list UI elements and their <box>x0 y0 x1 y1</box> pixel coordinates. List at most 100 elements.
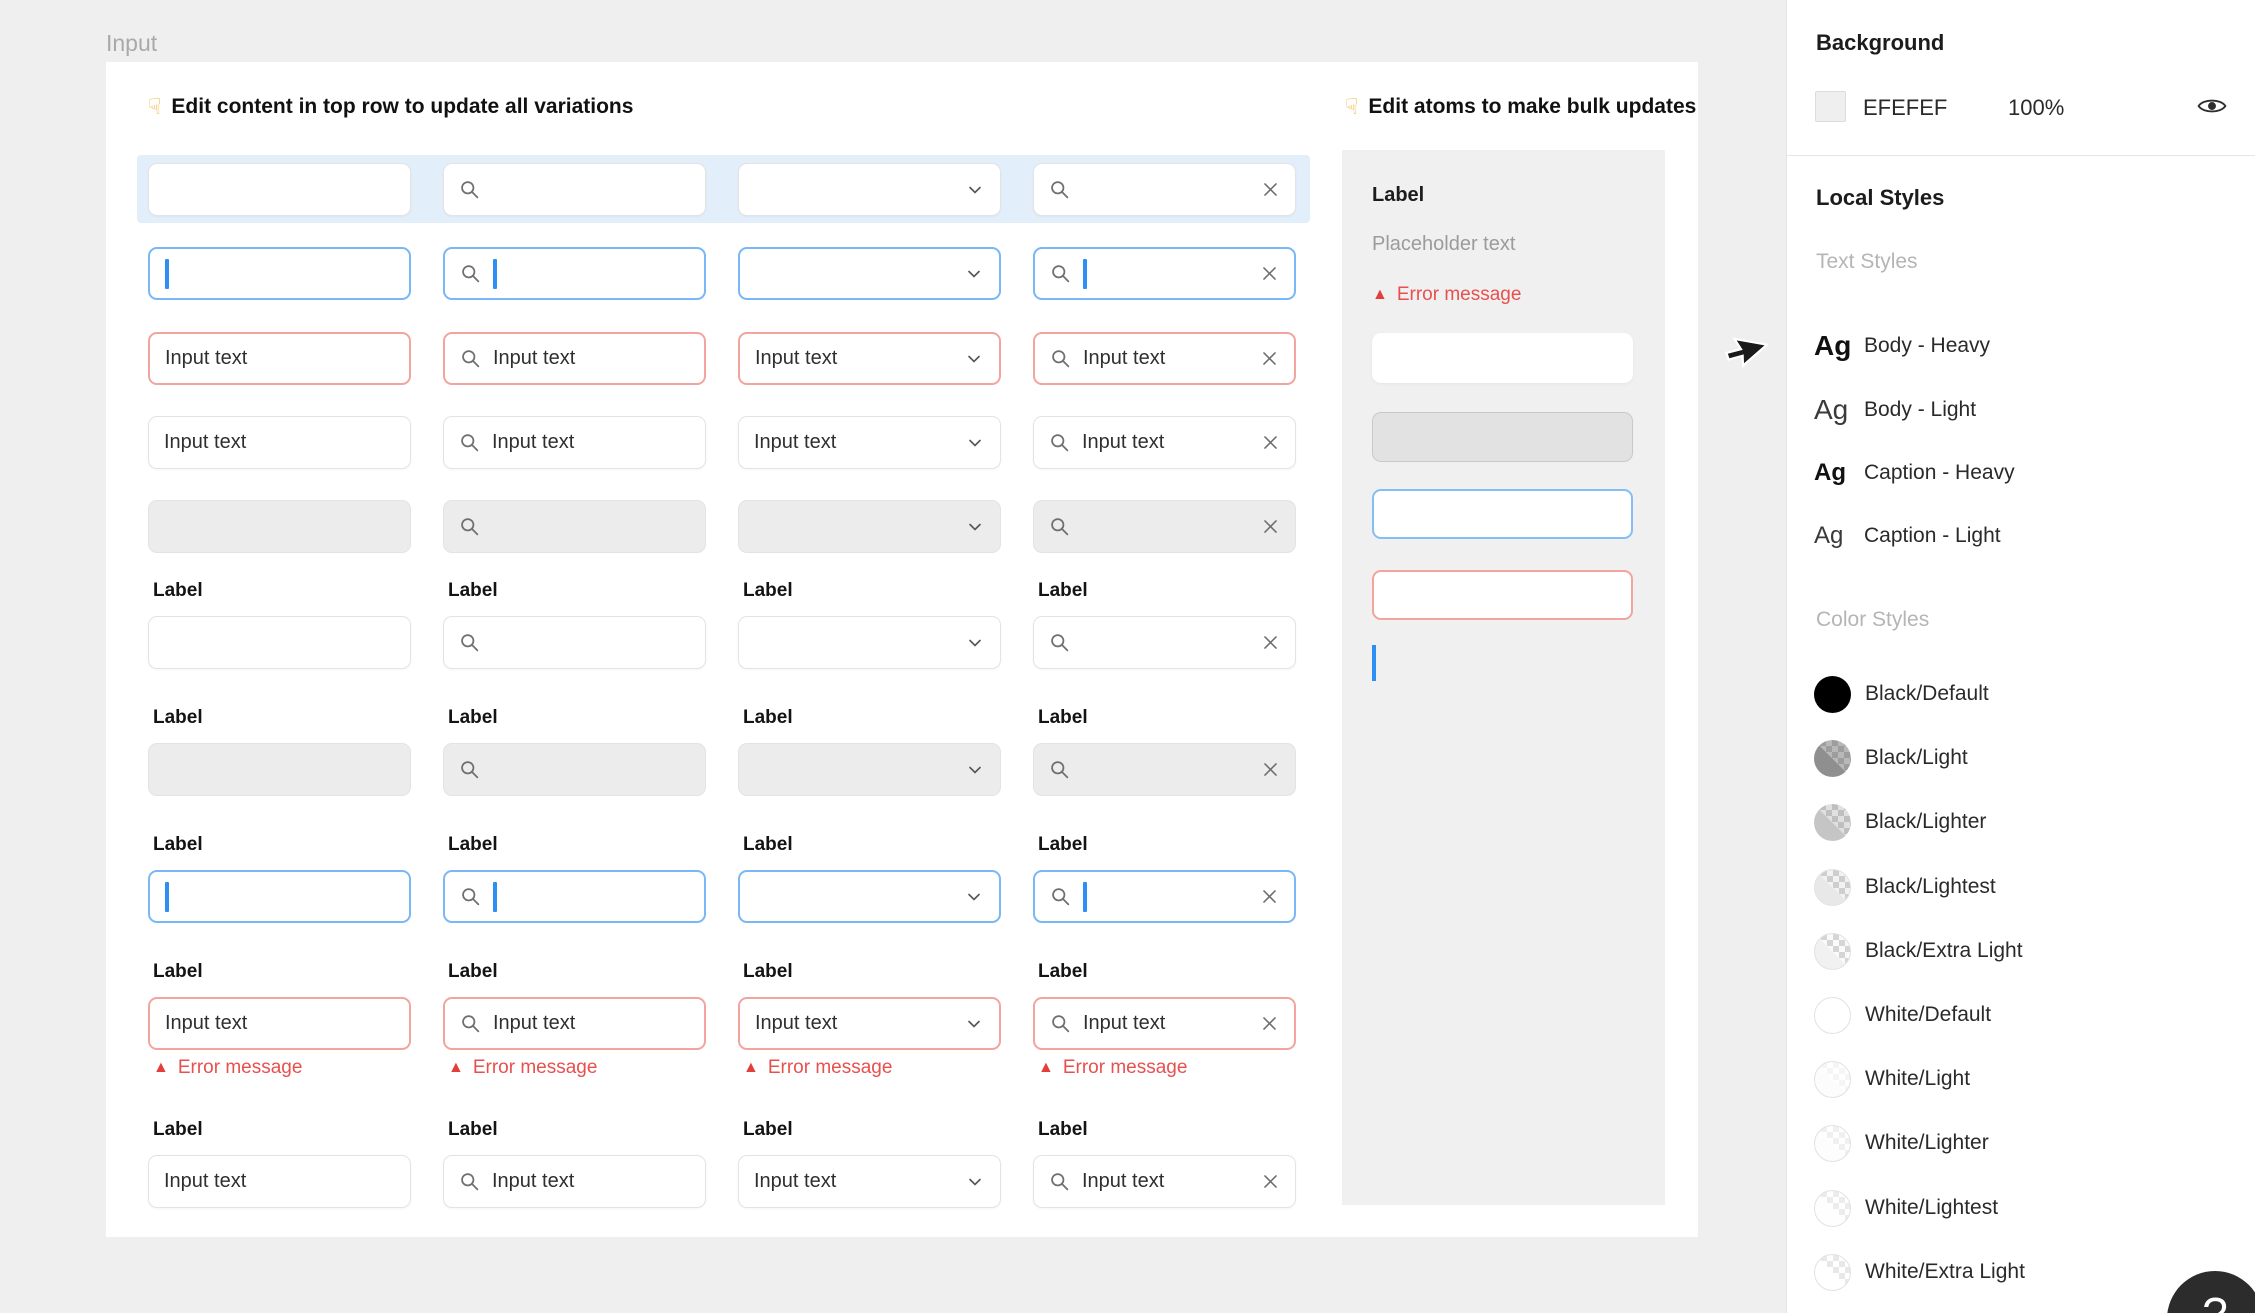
search-icon <box>1049 759 1070 780</box>
atom-placeholder-text[interactable]: Placeholder text <box>1372 233 1516 255</box>
text-input-focus[interactable] <box>148 247 411 300</box>
select-input-default[interactable] <box>738 616 1001 669</box>
atom-input-error[interactable] <box>1372 570 1633 620</box>
select-input-default[interactable]: Input text <box>738 1155 1001 1208</box>
input-label: Label <box>448 834 498 855</box>
text-input-focus[interactable] <box>148 870 411 923</box>
select-input-error[interactable]: Input text <box>738 332 1001 385</box>
input-value: Input text <box>165 347 248 369</box>
clear-icon[interactable] <box>1260 1014 1279 1033</box>
text-input-disabled[interactable] <box>148 743 411 796</box>
text-input-default[interactable] <box>148 163 411 216</box>
select-input-error[interactable]: Input text <box>738 997 1001 1050</box>
eye-icon[interactable] <box>2197 95 2227 122</box>
color-style-item[interactable]: White/Default <box>1787 987 2255 1043</box>
clear-icon[interactable] <box>1261 433 1280 452</box>
clear-icon[interactable] <box>1261 633 1280 652</box>
text-style-item[interactable]: Ag Caption - Light <box>1787 508 2255 564</box>
search-clear-input-default[interactable] <box>1033 163 1296 216</box>
clear-icon[interactable] <box>1260 264 1279 283</box>
atom-input-focus[interactable] <box>1372 489 1633 539</box>
text-input-default[interactable]: Input text <box>148 1155 411 1208</box>
frame-title[interactable]: Input <box>106 30 158 56</box>
search-input-default[interactable] <box>443 616 706 669</box>
input-label: Label <box>743 834 793 855</box>
clear-icon[interactable] <box>1260 887 1279 906</box>
search-clear-input-error[interactable]: Input text <box>1033 997 1296 1050</box>
color-swatch <box>1814 1253 1851 1291</box>
error-message: ▲ Error message <box>1038 1057 1188 1078</box>
search-clear-input-disabled[interactable] <box>1033 743 1296 796</box>
text-input-error[interactable]: Input text <box>148 332 411 385</box>
select-input-disabled[interactable] <box>738 500 1001 553</box>
warning-triangle-icon: ▲ <box>1372 286 1388 303</box>
clear-icon[interactable] <box>1261 760 1280 779</box>
atom-error-text[interactable]: ▲ Error message <box>1372 284 1521 306</box>
divider <box>1787 155 2255 156</box>
search-clear-input-focus[interactable] <box>1033 247 1296 300</box>
text-input-error[interactable]: Input text <box>148 997 411 1050</box>
search-clear-input-disabled[interactable] <box>1033 500 1296 553</box>
search-icon <box>459 432 480 453</box>
search-input-disabled[interactable] <box>443 500 706 553</box>
color-swatch <box>1814 1060 1851 1098</box>
background-opacity-value[interactable]: 100% <box>2008 95 2065 120</box>
text-style-label: Caption - Heavy <box>1864 461 2015 484</box>
search-clear-input-focus[interactable] <box>1033 870 1296 923</box>
text-style-item[interactable]: Ag Body - Light <box>1787 382 2255 438</box>
color-style-item[interactable]: Black/Extra Light <box>1787 923 2255 979</box>
input-value: Input text <box>164 1170 247 1192</box>
select-input-focus[interactable] <box>738 247 1001 300</box>
color-style-item[interactable]: Black/Lightest <box>1787 859 2255 915</box>
search-icon <box>460 1013 481 1034</box>
search-clear-input-default[interactable] <box>1033 616 1296 669</box>
search-input-disabled[interactable] <box>443 743 706 796</box>
search-input-error[interactable]: Input text <box>443 997 706 1050</box>
select-input-default[interactable]: Input text <box>738 416 1001 469</box>
atom-label-text[interactable]: Label <box>1372 184 1425 206</box>
input-value: Input text <box>754 1170 837 1192</box>
color-style-item[interactable]: White/Lightest <box>1787 1180 2255 1236</box>
background-hex-value[interactable]: EFEFEF <box>1863 95 1948 120</box>
search-input-default[interactable] <box>443 163 706 216</box>
chevron-down-icon <box>965 1172 985 1192</box>
color-style-item[interactable]: Black/Lighter <box>1787 794 2255 850</box>
color-style-item[interactable]: White/Light <box>1787 1051 2255 1107</box>
clear-icon[interactable] <box>1261 180 1280 199</box>
color-style-label: Black/Lighter <box>1865 810 1987 833</box>
text-style-item[interactable]: Ag Caption - Heavy <box>1787 445 2255 501</box>
select-input-disabled[interactable] <box>738 743 1001 796</box>
color-style-item[interactable]: Black/Default <box>1787 666 2255 722</box>
search-input-error[interactable]: Input text <box>443 332 706 385</box>
clear-icon[interactable] <box>1261 517 1280 536</box>
search-input-default[interactable]: Input text <box>443 416 706 469</box>
color-style-item[interactable]: Black/Light <box>1787 730 2255 786</box>
search-clear-input-error[interactable]: Input text <box>1033 332 1296 385</box>
input-value: Input text <box>165 1012 248 1034</box>
search-input-default[interactable]: Input text <box>443 1155 706 1208</box>
text-input-default[interactable] <box>148 616 411 669</box>
search-input-focus[interactable] <box>443 870 706 923</box>
clear-icon[interactable] <box>1260 349 1279 368</box>
search-icon <box>1049 432 1070 453</box>
background-color-swatch[interactable] <box>1815 91 1846 122</box>
atom-input-disabled[interactable] <box>1372 412 1633 462</box>
select-input-focus[interactable] <box>738 870 1001 923</box>
text-style-item[interactable]: Ag Body - Heavy <box>1787 318 2255 374</box>
text-input-disabled[interactable] <box>148 500 411 553</box>
search-input-focus[interactable] <box>443 247 706 300</box>
clear-icon[interactable] <box>1261 1172 1280 1191</box>
atom-text-caret[interactable] <box>1372 645 1376 681</box>
search-clear-input-default[interactable]: Input text <box>1033 1155 1296 1208</box>
color-style-item[interactable]: White/Extra Light <box>1787 1244 2255 1300</box>
search-clear-input-default[interactable]: Input text <box>1033 416 1296 469</box>
error-message: ▲ Error message <box>448 1057 598 1078</box>
color-swatch <box>1814 675 1851 713</box>
search-icon <box>459 632 480 653</box>
select-input-default[interactable] <box>738 163 1001 216</box>
color-style-item[interactable]: White/Lighter <box>1787 1115 2255 1171</box>
text-style-sample: Ag <box>1814 330 1852 361</box>
atom-input-default[interactable] <box>1372 333 1633 383</box>
search-icon <box>459 516 480 537</box>
text-input-default[interactable]: Input text <box>148 416 411 469</box>
